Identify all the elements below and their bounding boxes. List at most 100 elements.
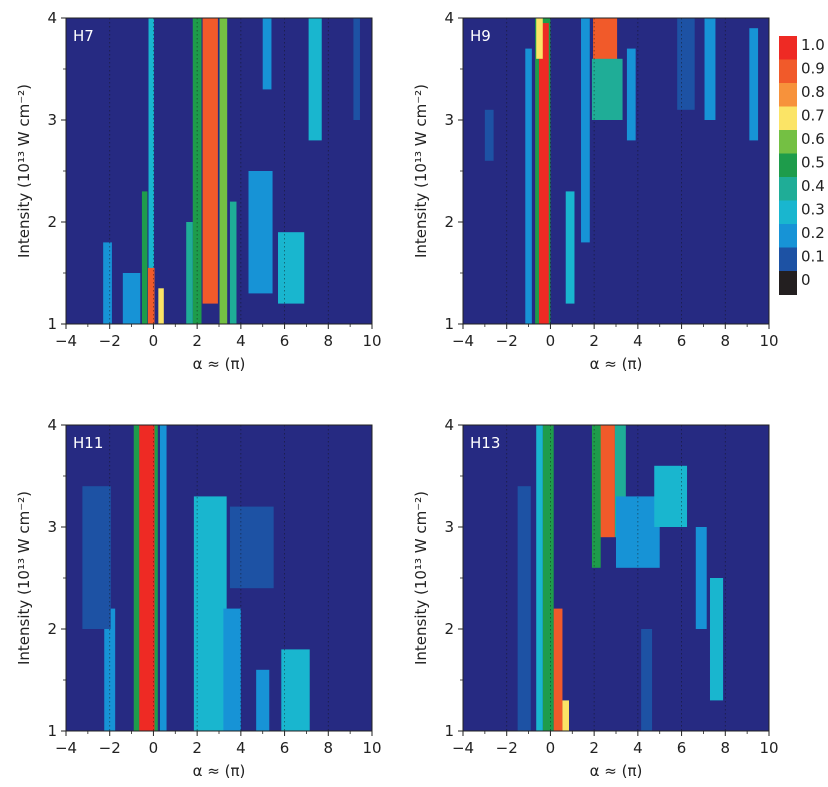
heatmap-cell [749,28,759,141]
y-tick-label: 1 [444,722,454,740]
heatmap-cell [591,425,601,568]
heatmap-cell [581,18,590,243]
heatmap-cell [591,58,623,120]
y-tick-label: 3 [47,518,57,536]
x-tick-label: 4 [633,332,643,350]
x-tick-label: 10 [759,739,778,757]
colorbar-swatch [779,83,797,107]
heatmap-cell [148,18,154,324]
colorbar-label: 0.1 [801,248,825,266]
heatmap-cell [536,18,543,59]
heatmap-cell [139,425,155,731]
heatmap-cell [484,109,494,161]
heatmap-cell [262,18,272,90]
colorbar-label: 0.3 [801,201,825,219]
y-tick-label: 2 [444,620,454,638]
heatmap-cell [122,273,141,324]
heatmap-cell [525,48,532,324]
colorbar-label: 0.6 [801,130,825,148]
y-axis-label: Intensity (10¹³ W cm⁻²) [15,84,33,258]
y-tick-label: 4 [444,416,454,434]
colorbar-swatch [779,153,797,178]
heatmap-cell [223,608,241,731]
y-tick-label: 4 [444,9,454,27]
y-axis-label: Intensity (10¹³ W cm⁻²) [412,491,430,665]
colorbar-swatch [779,224,797,248]
x-axis-label: α ≈ (π) [590,762,643,780]
x-tick-label: 0 [546,332,556,350]
x-tick-label: 0 [149,332,159,350]
heatmap-cell [229,201,237,324]
heatmap-cell [704,18,716,120]
colorbar-label: 1.0 [801,36,825,54]
x-tick-label: 10 [362,332,381,350]
x-tick-label: −2 [99,739,121,757]
y-axis-label: Intensity (10¹³ W cm⁻²) [412,84,430,258]
x-tick-label: 0 [149,739,159,757]
y-axis-label: Intensity (10¹³ W cm⁻²) [15,491,33,665]
heatmap-cell [677,18,695,110]
heatmap-cell [562,700,570,731]
x-tick-label: 2 [589,332,599,350]
x-tick-label: 6 [280,739,290,757]
x-tick-label: 6 [280,332,290,350]
x-tick-label: 4 [633,739,643,757]
colorbar-swatch [779,36,797,60]
heatmap-cell [565,191,575,304]
colorbar-label: 0.9 [801,60,825,78]
panel-label: H9 [470,27,491,45]
x-tick-label: −2 [496,332,518,350]
heatmap-cell [616,496,660,568]
heatmap-cell [709,578,724,701]
panel-label: H7 [73,27,94,45]
heatmap-cell [538,23,549,324]
heatmap-cell [82,486,111,629]
heatmap-cell [229,506,274,589]
x-tick-label: 8 [324,739,334,757]
colorbar-label: 0.5 [801,154,825,172]
x-axis-label: α ≈ (π) [193,762,246,780]
y-tick-label: 4 [47,416,57,434]
x-tick-label: 2 [192,739,202,757]
y-tick-label: 2 [47,213,57,231]
x-tick-label: 2 [589,739,599,757]
x-tick-label: 6 [677,739,687,757]
y-tick-label: 2 [444,213,454,231]
x-tick-label: 6 [677,332,687,350]
heatmap-cell [186,222,193,324]
x-tick-label: 2 [192,332,202,350]
x-tick-label: −2 [496,739,518,757]
y-tick-label: 1 [47,722,57,740]
heatmap-cell [219,18,228,324]
heatmap-cell [695,527,707,629]
colorbar-label: 0.7 [801,107,825,125]
y-tick-label: 4 [47,9,57,27]
x-axis-label: α ≈ (π) [590,355,643,373]
x-tick-label: −4 [452,332,474,350]
x-tick-label: 8 [721,332,731,350]
panel-label: H11 [73,434,103,452]
colorbar-label: 0.8 [801,83,825,101]
x-tick-label: 8 [721,739,731,757]
x-tick-label: 10 [759,332,778,350]
x-tick-label: 10 [362,739,381,757]
heatmap-cell [248,171,273,294]
colorbar-swatch [779,106,797,131]
heatmap-cell [159,425,167,731]
heatmap-cell [278,232,305,304]
heatmap-cell [626,48,636,141]
heatmap-cell [353,18,360,120]
heatmap-cell [202,18,218,304]
heatmap-cell [517,486,531,731]
heatmap-cell [141,191,148,324]
x-tick-label: −2 [99,332,121,350]
y-tick-label: 1 [444,315,454,333]
heatmap-cell [256,669,270,731]
colorbar-swatch [779,247,797,272]
colorbar-label: 0 [801,271,811,289]
